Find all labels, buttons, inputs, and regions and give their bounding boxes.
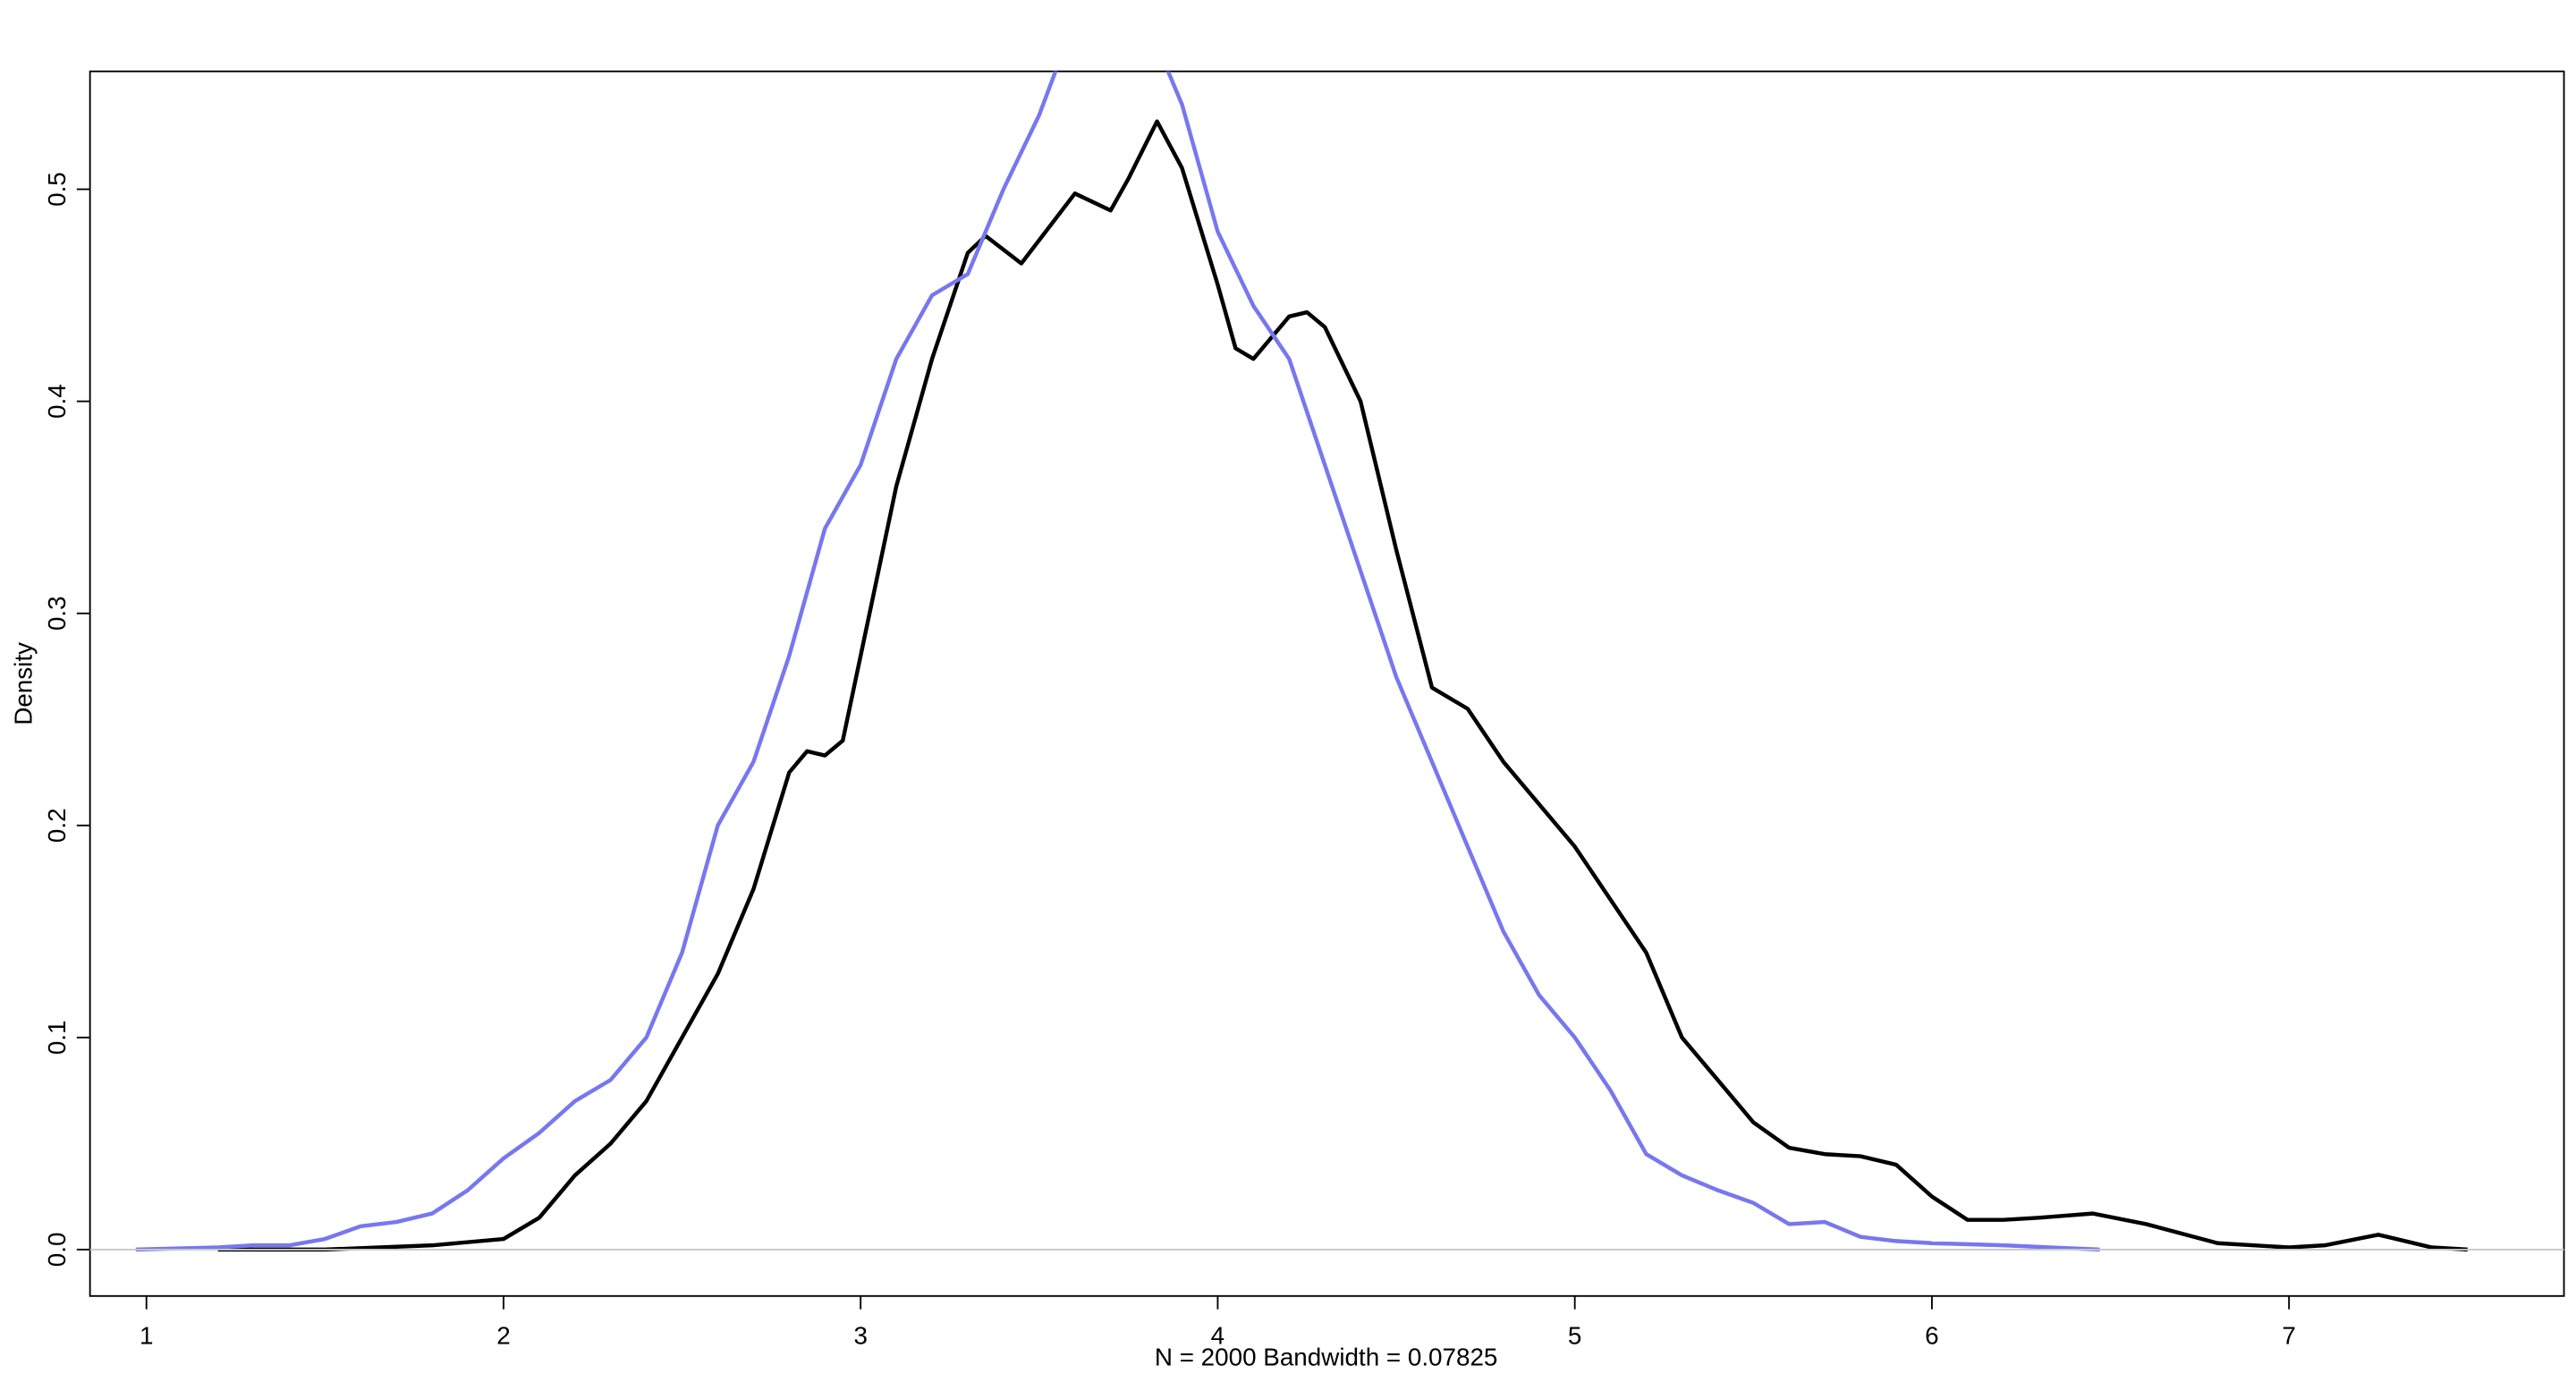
x-tick-label: 3 [853, 1322, 867, 1350]
y-tick-label: 0.2 [43, 808, 71, 843]
plot-frame [89, 70, 2565, 1297]
plot-area [135, 71, 2468, 1252]
x-axis-label: N = 2000 Bandwidth = 0.07825 [1155, 1344, 1498, 1371]
x-tick-label: 5 [1568, 1322, 1581, 1350]
x-tick-label: 7 [2282, 1322, 2295, 1350]
x-tick-label: 1 [140, 1322, 153, 1350]
y-tick-label: 0.4 [43, 384, 71, 419]
y-axis-label: Density [10, 642, 38, 725]
y-tick-label: 0.3 [43, 596, 71, 631]
y-tick-label: 0.5 [43, 172, 71, 207]
x-tick-label: 6 [1925, 1322, 1938, 1350]
density-line [135, 71, 2100, 1252]
x-tick-label: 4 [1211, 1322, 1224, 1350]
x-tick-label: 2 [496, 1322, 510, 1350]
y-tick-label: 0.1 [43, 1020, 71, 1055]
density-line [217, 119, 2468, 1252]
y-tick-label: 0.0 [43, 1233, 71, 1268]
